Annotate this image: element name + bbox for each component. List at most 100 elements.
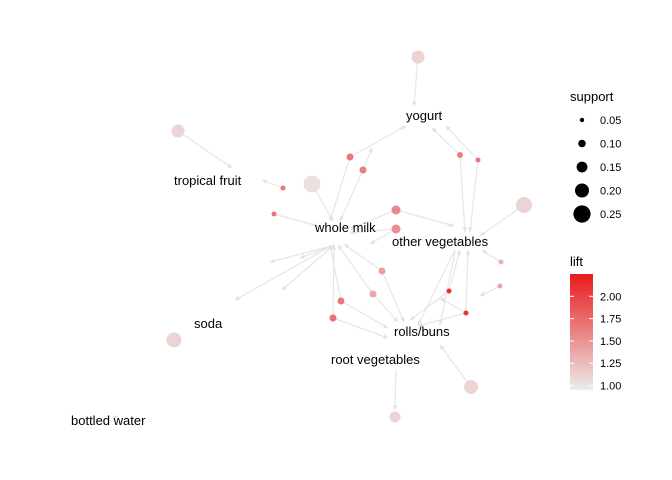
rule-node xyxy=(391,224,401,234)
support-legend-label: 0.20 xyxy=(600,186,621,198)
edge-arrowhead xyxy=(456,250,461,255)
edge-arrowhead xyxy=(338,245,343,250)
support-legend-key xyxy=(576,161,588,173)
edge-arrowhead xyxy=(482,250,487,255)
lift-legend-ticks: 2.00 1.75 1.50 1.25 1.00 xyxy=(570,291,621,393)
rule-node xyxy=(166,332,182,348)
edge-arrowhead xyxy=(468,227,473,232)
edge-arrowhead xyxy=(438,320,444,325)
edge-arrowhead xyxy=(339,216,344,221)
edge xyxy=(349,228,397,234)
item-label-tropical-fruit: tropical fruit xyxy=(174,173,242,188)
edge xyxy=(281,244,335,291)
edge xyxy=(177,130,233,169)
edge xyxy=(381,270,405,323)
edge xyxy=(417,249,456,326)
edge xyxy=(409,290,450,321)
edge-arrowhead xyxy=(383,334,388,339)
lift-legend-label: 2.00 xyxy=(600,291,621,303)
edge xyxy=(445,125,479,161)
edge xyxy=(337,244,374,295)
edge xyxy=(417,312,467,327)
edge xyxy=(339,169,364,222)
rule-node xyxy=(389,411,401,423)
edge xyxy=(395,209,455,227)
edge-arrowhead xyxy=(270,258,275,263)
edge xyxy=(439,344,472,388)
edge-arrowhead xyxy=(418,322,423,327)
item-label-root-vegetables: root vegetables xyxy=(331,352,420,367)
edge xyxy=(369,228,397,245)
edge xyxy=(439,297,467,314)
rule-node xyxy=(303,175,321,193)
edge xyxy=(469,159,479,233)
edge xyxy=(299,244,335,259)
edge xyxy=(329,156,351,222)
edge xyxy=(413,56,419,107)
edge xyxy=(340,300,389,329)
edge-arrowhead xyxy=(282,285,287,290)
edge-arrowhead xyxy=(440,345,445,350)
edge-arrowhead xyxy=(350,230,355,235)
rule-node xyxy=(464,380,478,394)
support-legend-label: 0.10 xyxy=(600,139,621,151)
rule-nodes xyxy=(166,50,532,423)
edge xyxy=(448,249,461,292)
support-legend-label: 0.15 xyxy=(600,162,621,174)
edge-arrowhead xyxy=(462,227,467,232)
edge xyxy=(349,209,397,230)
item-label-soda: soda xyxy=(194,316,223,331)
edge-arrowhead xyxy=(329,216,334,221)
rule-node xyxy=(463,310,469,316)
edge-arrowhead xyxy=(400,317,405,322)
rule-node xyxy=(337,297,345,305)
edge-arrowhead xyxy=(370,239,375,244)
edge xyxy=(273,213,319,227)
edge xyxy=(431,127,461,156)
support-legend-label: 0.25 xyxy=(600,209,621,221)
support-legend-key xyxy=(573,205,591,223)
item-label-rolls-buns: rolls/buns xyxy=(394,324,450,339)
edge xyxy=(332,317,389,339)
edge-arrowhead xyxy=(300,254,305,259)
edge xyxy=(349,125,407,158)
support-legend-label: 0.05 xyxy=(600,115,621,127)
edge-arrowhead xyxy=(440,298,445,303)
item-label-yogurt: yogurt xyxy=(406,108,443,123)
edge-arrowhead xyxy=(227,163,232,168)
edge-arrowhead xyxy=(449,222,454,227)
support-legend-key xyxy=(575,183,589,198)
edge-arrowhead xyxy=(313,222,318,227)
support-legend-keys: 0.05 0.10 0.15 0.20 0.25 xyxy=(573,115,621,223)
rule-node xyxy=(497,283,503,289)
support-legend-title: support xyxy=(570,89,614,104)
rule-node xyxy=(271,211,277,217)
support-legend: support 0.05 0.10 0.15 0.20 0.25 xyxy=(570,89,621,223)
edge-arrowhead xyxy=(368,148,373,153)
lift-legend-title: lift xyxy=(570,254,583,269)
edge-arrowhead xyxy=(350,225,355,230)
edge-arrowhead xyxy=(446,126,451,131)
item-label-other-vegetables: other vegetables xyxy=(392,234,489,249)
lift-colorbar xyxy=(570,274,593,390)
edge-arrowhead xyxy=(465,250,471,255)
edge-arrowhead xyxy=(262,179,267,184)
support-legend-key xyxy=(578,139,586,148)
lift-legend-label: 1.00 xyxy=(600,381,621,393)
item-label-whole-milk: whole milk xyxy=(314,220,376,235)
support-legend-key xyxy=(579,117,585,123)
rule-node xyxy=(359,166,367,174)
edge-arrowhead xyxy=(235,295,240,300)
edge xyxy=(372,293,399,323)
lift-legend-label: 1.75 xyxy=(600,314,621,326)
rule-node xyxy=(457,152,463,158)
rule-node xyxy=(411,50,425,64)
rule-node xyxy=(171,124,185,138)
edge xyxy=(343,243,383,272)
item-label-bottled-water: bottled water xyxy=(71,413,146,428)
lift-legend-label: 1.50 xyxy=(600,336,621,348)
edge-arrowhead xyxy=(480,292,485,296)
rule-node xyxy=(346,153,354,161)
rule-node xyxy=(329,314,337,322)
